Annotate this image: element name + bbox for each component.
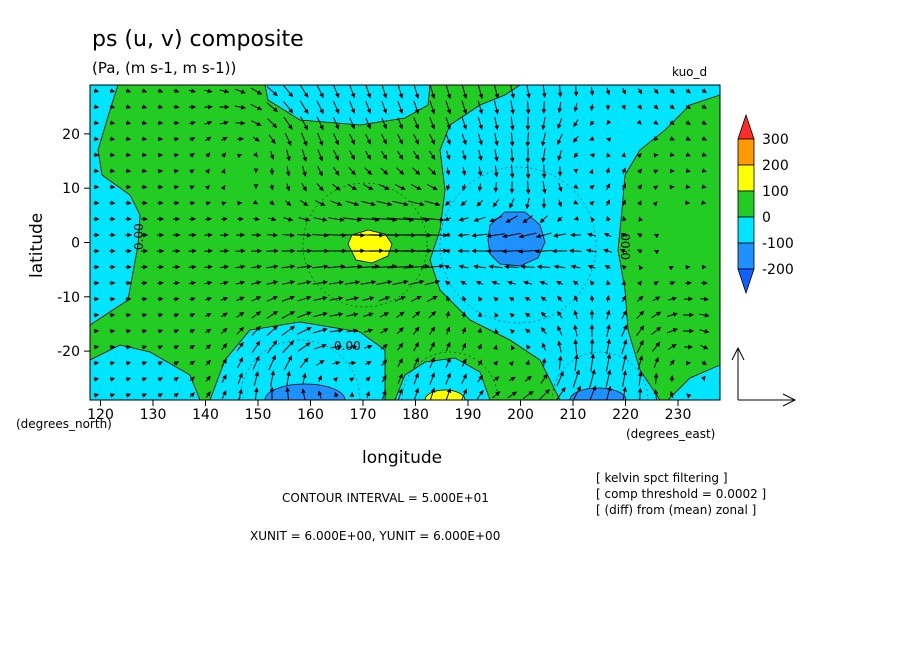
contour-label-bottom: 0.00 (334, 339, 361, 353)
colorbar-label: 300 (762, 132, 789, 148)
colorbar-swatch (738, 217, 754, 243)
colorbar-swatch (738, 165, 754, 191)
x-axis-label: longitude (362, 448, 442, 468)
reference-vector (732, 348, 795, 406)
y-tick-label: -10 (57, 290, 80, 306)
chart-subtitle: (Pa, (m s-1, m s-1)) (92, 59, 236, 77)
wind-vector (417, 251, 447, 252)
x-tick-label: 230 (665, 407, 692, 423)
colorbar-label: -100 (762, 236, 794, 252)
corner-label: kuo_d (672, 65, 707, 79)
y-tick-label: 10 (62, 181, 80, 197)
filter-note-1: [ kelvin spct filtering ] (596, 471, 728, 485)
y-tick-label: 0 (71, 236, 80, 252)
filter-note-2: [ comp threshold = 0.0002 ] (596, 487, 766, 501)
x-tick-label: 210 (560, 407, 587, 423)
contour-interval-note: CONTOUR INTERVAL = 5.000E+01 (282, 491, 489, 505)
chart-title: ps (u, v) composite (92, 27, 304, 52)
colorbar-swatch (738, 243, 754, 269)
x-tick-label: 130 (140, 407, 167, 423)
y-tick-label: 20 (62, 127, 80, 143)
colorbar-label: -200 (762, 262, 794, 278)
x-tick-label: 160 (297, 407, 324, 423)
x-tick-label: 190 (455, 407, 482, 423)
colorbar-swatch (738, 269, 754, 293)
wind-vector (417, 235, 447, 236)
colorbar: 300 200 100 0 -100 -200 (738, 115, 794, 293)
contour-label-right: 0.00 (619, 233, 633, 260)
y-tick-label: -20 (57, 344, 80, 360)
x-tick-label: 170 (350, 407, 377, 423)
colorbar-label: 200 (762, 158, 789, 174)
y-axis-label: latitude (27, 213, 47, 278)
filter-note-3: [ (diff) from (mean) zonal ] (596, 503, 756, 517)
x-tick-label: 140 (192, 407, 219, 423)
colorbar-swatch (738, 115, 754, 139)
colorbar-swatch (738, 191, 754, 217)
colorbar-label: 100 (762, 184, 789, 200)
x-tick-label: 200 (507, 407, 534, 423)
x-unit-label: (degrees_east) (626, 427, 715, 441)
x-tick-label: 220 (612, 407, 639, 423)
x-tick-label: 180 (402, 407, 429, 423)
unit-note: XUNIT = 6.000E+00, YUNIT = 6.000E+00 (250, 529, 500, 543)
colorbar-label: 0 (762, 210, 771, 226)
y-unit-label: (degrees_north) (16, 417, 112, 431)
colorbar-swatch (738, 139, 754, 165)
contour-label-left: 0.00 (132, 223, 146, 250)
x-tick-label: 150 (245, 407, 272, 423)
y-axis: 20 10 0 -10 -20 (57, 127, 90, 360)
